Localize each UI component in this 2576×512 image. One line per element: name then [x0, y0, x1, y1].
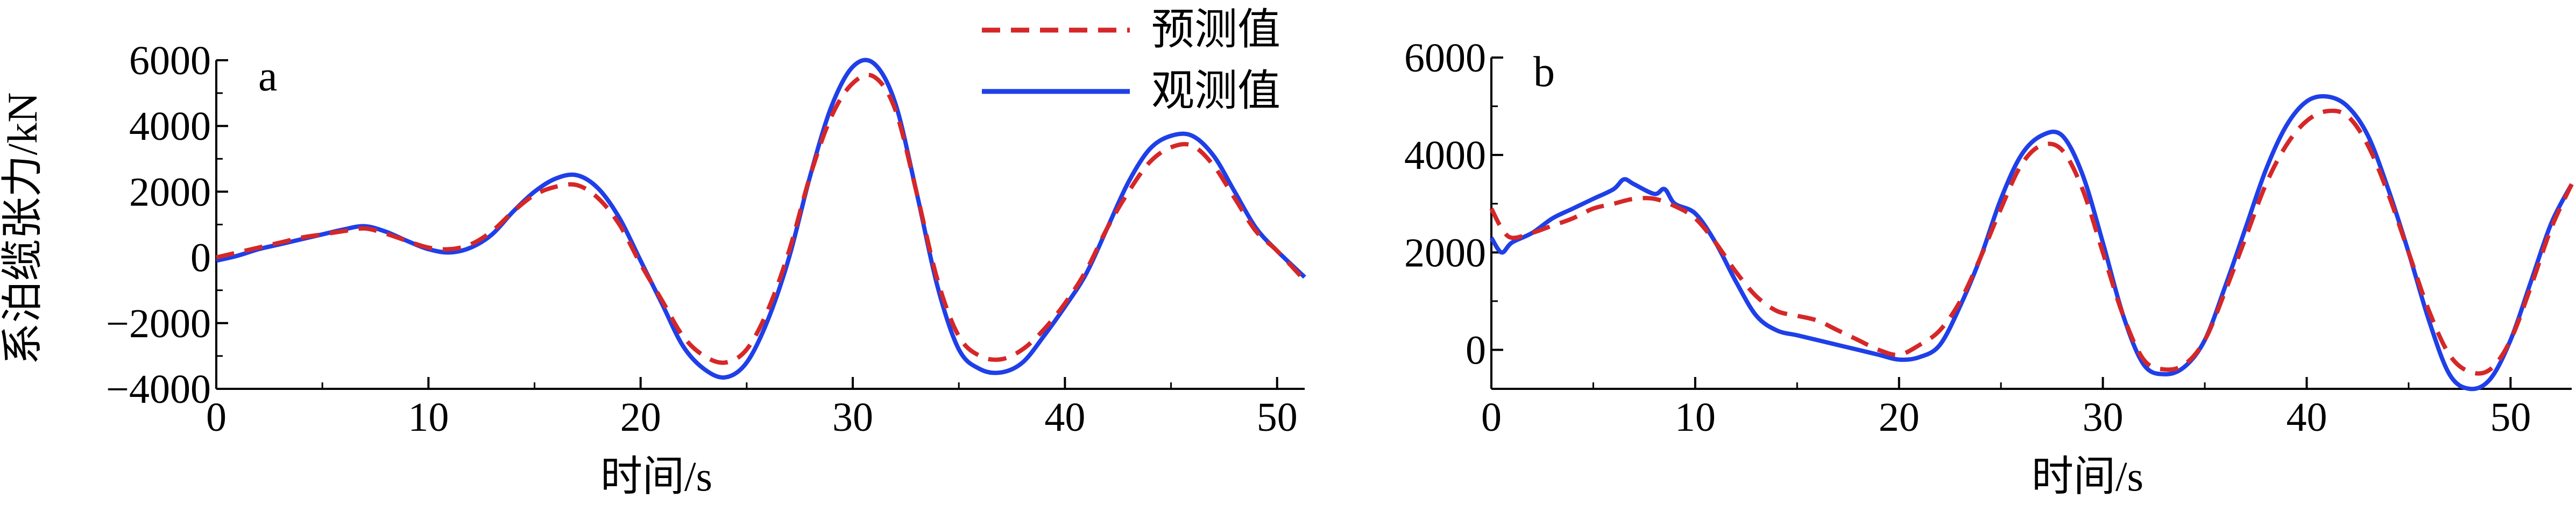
- panel-a-y-tick-label: −4000: [106, 367, 211, 412]
- panel-b-label: b: [1533, 48, 1555, 96]
- panel-a: 0 10 20 30 40 50 −4000 −2000 0 2000 4000 6000 a 时间/…: [106, 38, 1306, 500]
- legend: 预测值 观测值: [982, 6, 1280, 115]
- panel-b-y-tick-label: 4000: [1404, 133, 1486, 178]
- panel-b-x-tick-label: 50: [2490, 395, 2531, 440]
- panel-b-y-tick-label: 0: [1466, 328, 1486, 373]
- panel-a-y-tick-label: 0: [190, 236, 211, 281]
- panel-b-series: [1489, 94, 2574, 392]
- panel-b: 0 10 20 30 40 50 0 2000 4000 6000 b 时间/s: [1404, 35, 2574, 500]
- panel-a-x-tick-label: 20: [620, 395, 661, 440]
- panel-a-x-tick-label: 10: [408, 395, 449, 440]
- legend-observed-label: 观测值: [1151, 68, 1280, 115]
- panel-a-x-tick-label: 30: [832, 395, 873, 440]
- panel-b-y-tick-label: 2000: [1404, 230, 1486, 275]
- y-axis-label: 系泊缆张力/kN: [0, 92, 46, 365]
- panel-b-x-tick-label: 10: [1675, 395, 1716, 440]
- panel-b-x-tick-label: 40: [2286, 395, 2327, 440]
- panel-b-series-predicted-line: [1489, 108, 2574, 376]
- panel-a-y-tick-label: 2000: [129, 169, 211, 215]
- panel-a-x-axis-label: 时间/s: [600, 453, 712, 500]
- panel-b-x-axis-label: 时间/s: [2032, 453, 2143, 500]
- panel-b-y-tick-label: 6000: [1404, 35, 1486, 81]
- panel-a-y-tick-label: 4000: [129, 104, 211, 149]
- panel-a-series-predicted-line: [216, 73, 1306, 365]
- panel-b-x-tick-label: 0: [1481, 395, 1502, 440]
- panel-a-x-tick-label: 50: [1257, 395, 1298, 440]
- panel-b-x-tick-label: 20: [1879, 395, 1920, 440]
- panel-a-x-tick-label: 0: [206, 395, 227, 440]
- panel-b-series-observed-line: [1489, 94, 2574, 392]
- panel-a-y-tick-label: −2000: [106, 301, 211, 346]
- panel-a-y-tick-label: 6000: [129, 38, 211, 83]
- panel-b-axes: 0 10 20 30 40 50 0 2000 4000 6000: [1404, 35, 2572, 440]
- panel-a-label: a: [258, 53, 278, 100]
- panel-a-axes: 0 10 20 30 40 50 −4000 −2000 0 2000 4000 6000: [106, 38, 1305, 440]
- panel-a-series: [216, 58, 1306, 380]
- panel-b-x-tick-label: 30: [2083, 395, 2124, 440]
- legend-predicted-label: 预测值: [1151, 6, 1280, 54]
- panel-a-x-tick-label: 40: [1044, 395, 1085, 440]
